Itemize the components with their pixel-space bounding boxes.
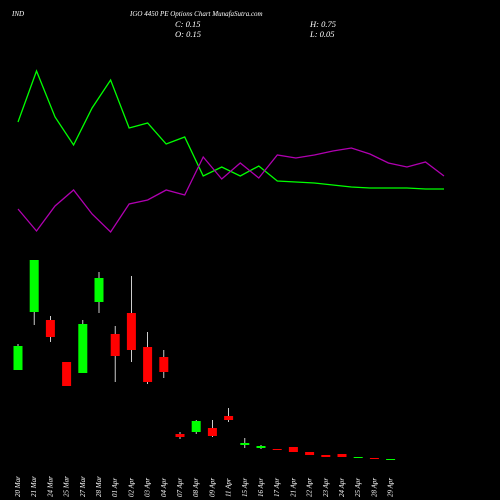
x-tick-label: 11 Apr (225, 478, 233, 497)
x-tick-label: 28 Apr (370, 478, 378, 497)
x-tick-label: 25 Apr (354, 478, 362, 497)
candle-body (143, 347, 153, 382)
candle-body (369, 458, 379, 459)
candle-body (45, 320, 55, 337)
candle-body (13, 346, 23, 370)
candle-body (159, 357, 169, 372)
x-tick-label: 22 Apr (306, 478, 314, 497)
x-tick-label: 02 Apr (127, 478, 135, 497)
x-tick-label: 27 Mar (79, 476, 87, 497)
candle-body (62, 362, 72, 386)
candle-body (353, 457, 363, 458)
info-close: C: 0.15 (175, 19, 201, 29)
ticker: IND (11, 10, 24, 18)
x-tick-label: 24 Mar (46, 476, 54, 497)
x-tick-label: 15 Apr (241, 478, 249, 497)
x-tick-label: 17 Apr (273, 478, 281, 497)
candle-body (386, 459, 396, 460)
x-tick-label: 16 Apr (257, 478, 265, 497)
x-tick-label: 07 Apr (176, 478, 184, 497)
x-tick-label: 21 Apr (289, 478, 297, 497)
candle-body (256, 446, 266, 448)
candle-body (29, 260, 39, 312)
x-tick-label: 08 Apr (192, 478, 200, 497)
candle-body (191, 421, 201, 432)
x-tick-label: 28 Mar (95, 476, 103, 497)
x-tick-label: 03 Apr (144, 478, 152, 497)
x-tick-label: 09 Apr (208, 478, 216, 497)
chart-title: IGO 4450 PE Options Chart MunafaSutra.co… (129, 10, 263, 18)
x-tick-label: 01 Apr (111, 478, 119, 497)
candle-body (321, 455, 331, 457)
candle-body (288, 447, 298, 452)
candle-body (175, 434, 185, 437)
x-tick-label: 24 Apr (338, 478, 346, 497)
x-tick-label: 21 Mar (30, 476, 38, 497)
candle-body (240, 443, 250, 445)
candle-body (126, 313, 136, 350)
candle-body (78, 324, 88, 373)
info-high: H: 0.75 (309, 19, 336, 29)
x-tick-label: 20 Mar (14, 476, 22, 497)
info-low: L: 0.05 (309, 29, 335, 39)
candle-body (305, 452, 315, 455)
candle-body (207, 428, 217, 436)
info-open: O: 0.15 (175, 29, 201, 39)
candle-body (337, 454, 347, 457)
candle-body (94, 278, 104, 302)
candle-body (110, 334, 120, 356)
x-tick-label: 29 Apr (387, 478, 395, 497)
x-tick-label: 04 Apr (160, 478, 168, 497)
x-tick-label: 25 Mar (63, 476, 71, 497)
x-tick-label: 23 Apr (322, 478, 330, 497)
indicator-line (17, 147, 445, 234)
candle-body (224, 416, 234, 420)
candle-body (272, 449, 282, 450)
